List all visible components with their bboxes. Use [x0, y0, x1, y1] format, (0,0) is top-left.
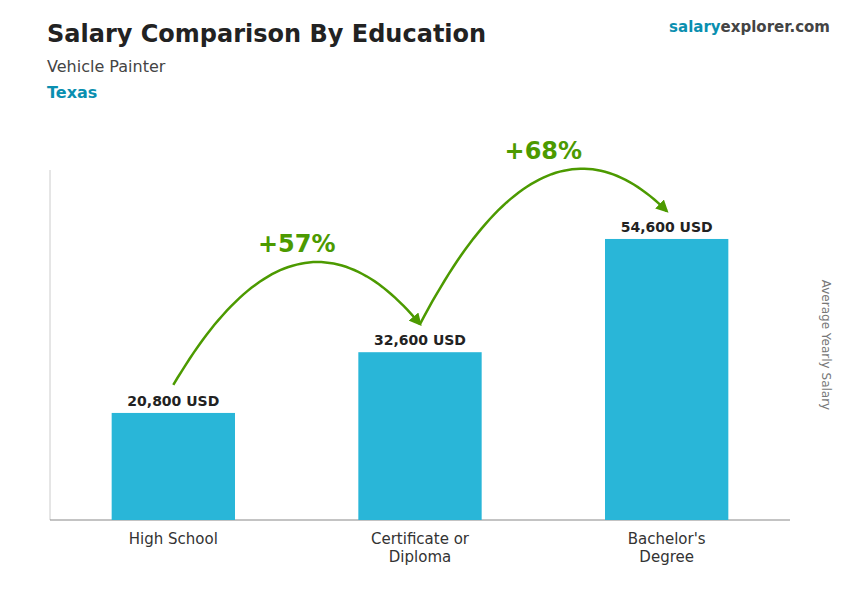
change-arrow [420, 169, 667, 325]
y-axis-label: Average Yearly Salary [819, 280, 833, 410]
value-label: 54,600 USD [621, 219, 713, 235]
x-tick-label: High School [129, 530, 218, 548]
chart-container: Salary Comparison By Education Vehicle Pa… [0, 0, 850, 606]
change-label: +57% [258, 230, 336, 258]
value-label: 20,800 USD [127, 393, 219, 409]
subtitle: Vehicle Painter [47, 57, 166, 76]
x-tick-label: Certificate orDiploma [371, 530, 470, 566]
title: Salary Comparison By Education [47, 20, 486, 48]
bar [112, 413, 235, 520]
change-arrow [173, 262, 420, 385]
value-label: 32,600 USD [374, 332, 466, 348]
x-tick-label: Bachelor'sDegree [628, 530, 706, 566]
y-axis-line [50, 170, 51, 520]
bar [358, 352, 481, 520]
bars [112, 239, 729, 520]
watermark: salary [669, 18, 721, 36]
location: Texas [47, 83, 97, 102]
change-label: +68% [505, 137, 583, 165]
watermark: explorer.com [721, 18, 830, 36]
chart-svg: Salary Comparison By Education Vehicle Pa… [0, 0, 850, 606]
bar [605, 239, 728, 520]
